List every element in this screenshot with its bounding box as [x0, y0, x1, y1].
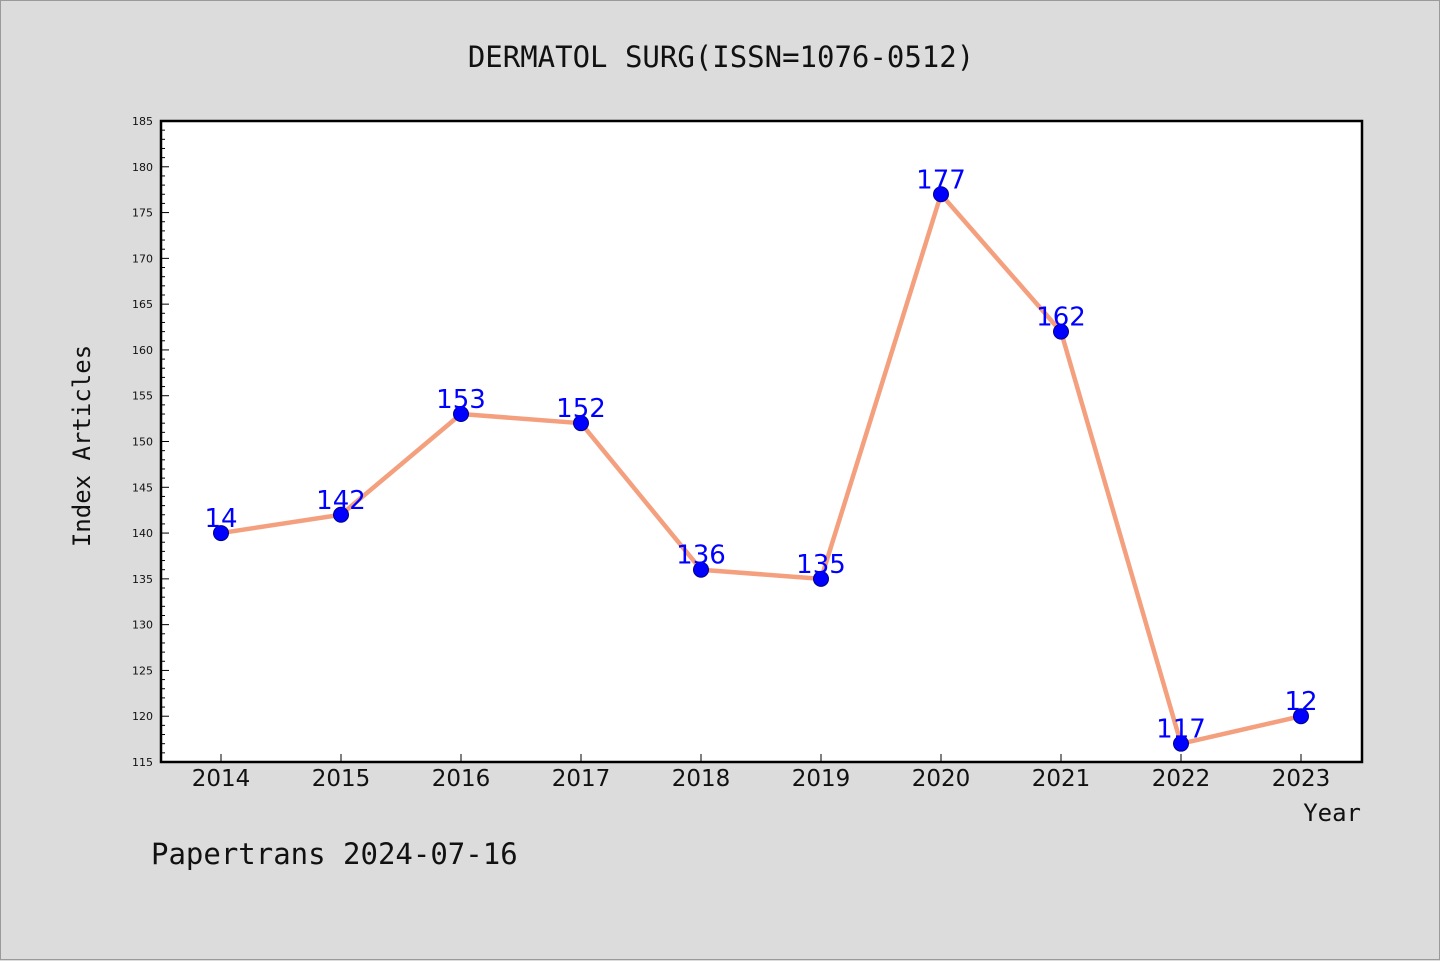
data-point: [333, 506, 349, 523]
x-tick-label: 2017: [552, 766, 611, 792]
y-axis-label: Index Articles: [68, 345, 96, 547]
y-tick-label: 175: [132, 207, 153, 220]
y-tick-label: 135: [132, 573, 153, 586]
x-tick-label: 2022: [1152, 766, 1211, 792]
y-tick-label: 185: [132, 115, 153, 128]
data-label: 153: [436, 385, 486, 415]
x-tick-label: 2023: [1272, 766, 1331, 792]
y-tick-label: 125: [132, 664, 153, 677]
y-tick-label: 115: [132, 756, 153, 769]
data-point: [213, 525, 229, 542]
x-axis: 2014 2015 2016 2017 2018 2019 2020 2021 2022 2023: [192, 754, 1331, 792]
data-label: 162: [1036, 303, 1086, 333]
data-point: [693, 561, 709, 578]
x-tick-label: 2016: [432, 766, 491, 792]
data-point: [1293, 708, 1309, 725]
y-tick-label: 150: [132, 436, 153, 449]
y-tick-label: 145: [132, 481, 153, 494]
data-series: [213, 186, 1309, 752]
series-line: [220, 192, 1302, 746]
y-axis: 115 120 125 130 135 140 145 150 155 160 165 170 175 1…: [132, 115, 169, 769]
data-label: 142: [316, 486, 366, 516]
data-label: 177: [916, 165, 966, 195]
y-tick-label: 180: [132, 161, 153, 174]
data-point: [573, 415, 589, 432]
y-tick-label: 160: [132, 344, 153, 357]
x-tick-label: 2015: [312, 766, 371, 792]
data-label: 14: [204, 504, 237, 534]
plot-area: [159, 119, 1364, 764]
data-label: 136: [676, 541, 726, 571]
data-point: [453, 406, 469, 423]
y-tick-label: 140: [132, 527, 153, 540]
data-label: 135: [796, 550, 846, 580]
data-label: 152: [556, 394, 606, 424]
footer-text: Papertrans 2024-07-16: [151, 837, 518, 871]
y-tick-label: 120: [132, 710, 153, 723]
data-point: [933, 186, 949, 203]
chart-title: DERMATOL SURG(ISSN=1076-0512): [468, 40, 974, 74]
data-label: 12: [1284, 687, 1317, 717]
x-tick-label: 2021: [1032, 766, 1091, 792]
y-tick-label: 130: [132, 619, 153, 632]
x-tick-label: 2019: [792, 766, 851, 792]
data-labels: 14 142 153 152 136 135 177 162 117 12: [204, 165, 1317, 744]
y-tick-label: 165: [132, 298, 153, 311]
y-tick-label: 170: [132, 252, 153, 265]
x-tick-label: 2020: [912, 766, 971, 792]
data-point: [1173, 735, 1189, 752]
x-tick-label: 2014: [192, 766, 251, 792]
data-label: 117: [1156, 715, 1206, 745]
data-point: [1053, 323, 1069, 340]
x-axis-label: Year: [1303, 799, 1361, 827]
x-tick-label: 2018: [672, 766, 731, 792]
data-point: [813, 570, 829, 587]
y-tick-label: 155: [132, 390, 153, 403]
